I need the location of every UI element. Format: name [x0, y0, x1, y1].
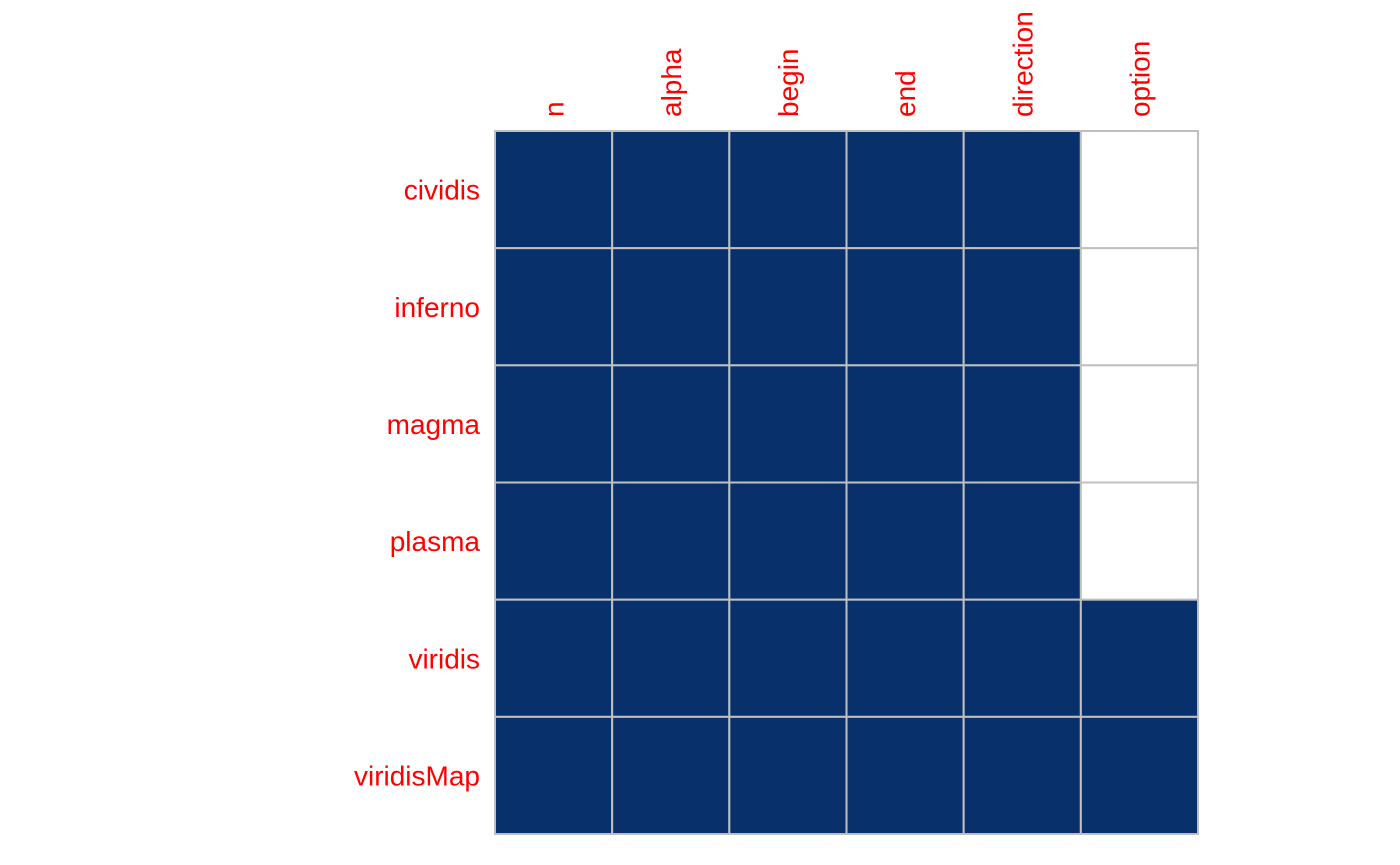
row-label: cividis: [404, 175, 480, 206]
heatmap-cell: [494, 364, 614, 484]
heatmap-cell: [1079, 598, 1200, 718]
heatmap-cell: [494, 481, 614, 601]
heatmap-cell: [611, 130, 731, 250]
heatmap-cell: [962, 481, 1082, 601]
heatmap-cell: [845, 364, 965, 484]
heatmap-cell: [728, 481, 848, 601]
heatmap-cell: [728, 715, 848, 836]
heatmap-cell: [962, 598, 1082, 718]
column-label: direction: [1007, 11, 1038, 117]
row-label: plasma: [390, 526, 481, 557]
column-label: end: [890, 70, 921, 117]
row-label: viridisMap: [354, 760, 480, 791]
heatmap-cell: [845, 130, 965, 250]
heatmap-cell: [962, 715, 1082, 836]
row-label: magma: [387, 409, 481, 440]
heatmap-cell: [611, 481, 731, 601]
heatmap-cell: [1079, 364, 1200, 484]
heatmap-cell: [1079, 247, 1200, 367]
heatmap-cell: [845, 715, 965, 836]
heatmap-cell: [962, 364, 1082, 484]
heatmap-cell: [962, 247, 1082, 367]
column-label: n: [539, 101, 570, 117]
heatmap-cell: [1079, 130, 1200, 250]
heatmap-cell: [1079, 481, 1200, 601]
heatmap-cell: [1079, 715, 1200, 836]
heatmap-cell: [611, 598, 731, 718]
heatmap-cell: [728, 598, 848, 718]
heatmap-cells: [494, 130, 1200, 836]
heatmap-cell: [494, 247, 614, 367]
column-label: alpha: [656, 48, 687, 117]
row-labels: cividis inferno magma plasma viridis viridisM…: [354, 175, 480, 792]
row-label: inferno: [394, 292, 480, 323]
heatmap-cell: [728, 130, 848, 250]
heatmap-cell: [845, 247, 965, 367]
heatmap-cell: [494, 598, 614, 718]
heatmap-cell: [611, 715, 731, 836]
row-label: viridis: [408, 643, 480, 674]
heatmap-cell: [611, 247, 731, 367]
heatmap-cell: [962, 130, 1082, 250]
column-labels: n alpha begin end direction option: [539, 11, 1156, 117]
heatmap-cell: [728, 364, 848, 484]
heatmap-cell: [611, 364, 731, 484]
column-label: begin: [773, 48, 804, 117]
heatmap-cell: [845, 598, 965, 718]
heatmap-cell: [728, 247, 848, 367]
column-label: option: [1124, 41, 1155, 117]
heatmap-cell: [845, 481, 965, 601]
heatmap-cell: [494, 130, 614, 250]
heatmap-cell: [494, 715, 614, 836]
